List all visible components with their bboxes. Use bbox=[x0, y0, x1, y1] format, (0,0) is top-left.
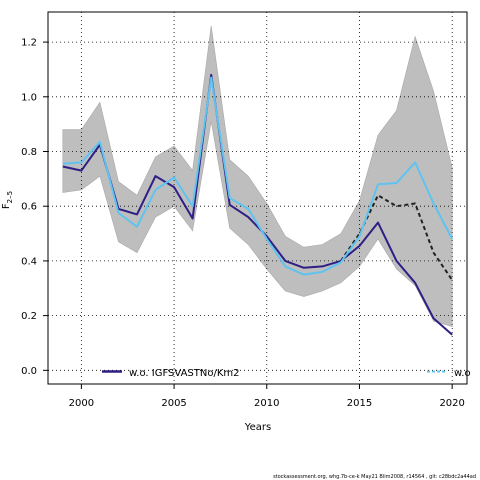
series-line-2 bbox=[62, 76, 454, 276]
x-tick-label-2015: 2015 bbox=[347, 398, 372, 409]
y-tick-label-0.8: 0.8 bbox=[21, 147, 37, 158]
series-line-1 bbox=[62, 73, 453, 336]
plot-frame bbox=[47, 11, 468, 385]
x-tick-label-2005: 2005 bbox=[161, 398, 186, 409]
x-tick-label-2000: 2000 bbox=[69, 398, 94, 409]
y-tick-label-1: 1.0 bbox=[21, 92, 37, 103]
y-tick-label-0.2: 0.2 bbox=[21, 311, 37, 322]
legend-label-dark: w.o. IGFSVASTNo/Km2 bbox=[129, 368, 240, 379]
y-tick-label-0.4: 0.4 bbox=[21, 256, 37, 267]
x-axis-title: Years bbox=[244, 422, 271, 433]
x-tick-label-2010: 2010 bbox=[254, 398, 279, 409]
y-tick-label-0: 0.0 bbox=[21, 366, 37, 377]
y-tick-label-0.6: 0.6 bbox=[21, 202, 37, 213]
x-tick-label-2020: 2020 bbox=[439, 398, 464, 409]
legend: w.o. IGFSVASTNo/Km2 w.o bbox=[102, 368, 471, 379]
y-tick-label-1.2: 1.2 bbox=[21, 38, 37, 49]
y-axis-title: F2–5 bbox=[1, 191, 14, 209]
footer-note: stockassessment.org, whg.7b-ce-k May21 B… bbox=[273, 474, 476, 480]
series-line-0 bbox=[340, 194, 454, 281]
confidence-band bbox=[62, 25, 453, 328]
legend-label-light: w.o bbox=[454, 368, 471, 379]
